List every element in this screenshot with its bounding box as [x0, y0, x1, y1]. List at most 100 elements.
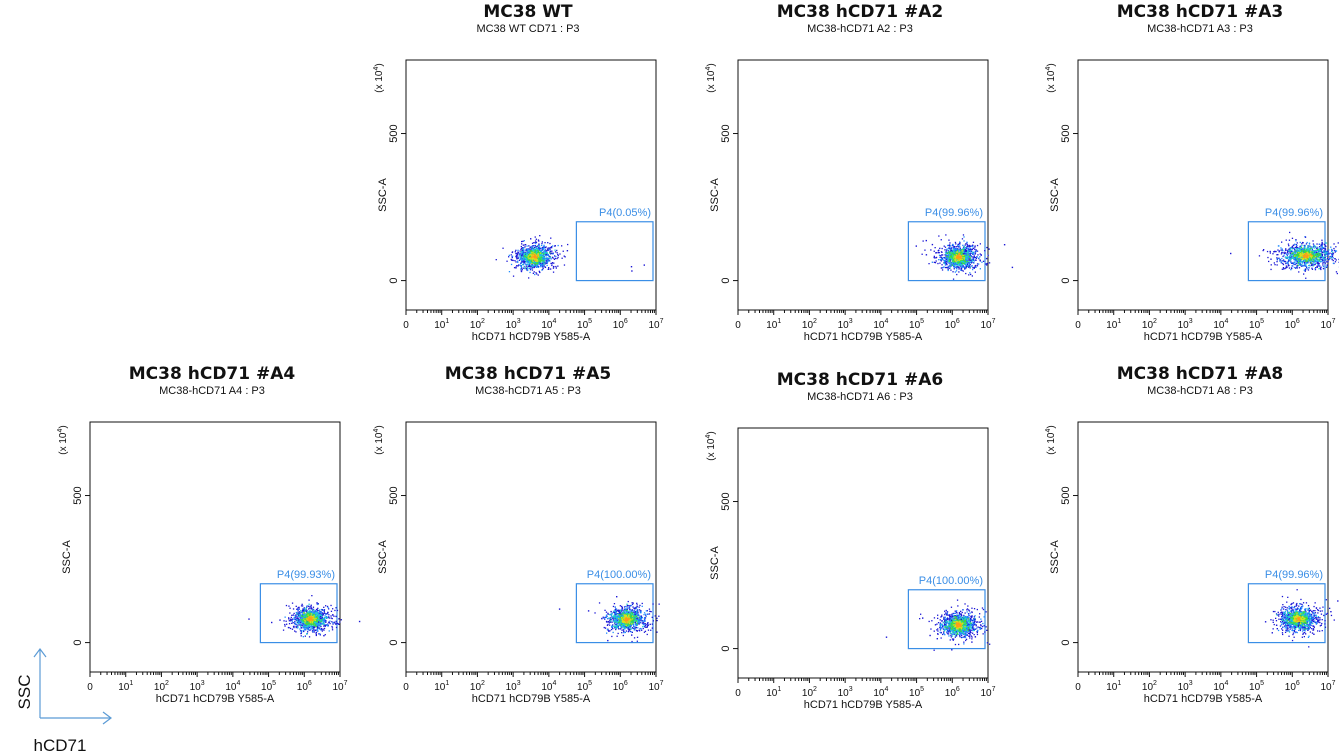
event-dot: [1278, 250, 1280, 252]
event-dot: [531, 264, 534, 266]
event-dot: [964, 264, 967, 266]
event-dot: [1298, 271, 1300, 273]
event-dot: [550, 268, 552, 270]
x-tick-label: 103: [838, 318, 853, 331]
event-dot: [1329, 252, 1331, 254]
event-dot: [1303, 265, 1305, 267]
event-dot: [978, 263, 980, 265]
event-dot: [1287, 263, 1289, 265]
event-dot: [526, 253, 528, 256]
event-dot: [523, 267, 525, 269]
event-dot: [1287, 261, 1289, 263]
event-dot: [546, 261, 548, 263]
event-dot: [315, 633, 317, 636]
event-dot: [1291, 251, 1293, 253]
event-dot: [1292, 252, 1294, 254]
event-dot: [1319, 243, 1321, 245]
event-dot: [533, 256, 535, 258]
event-dot: [1322, 259, 1324, 261]
event-dot: [1293, 266, 1296, 269]
event-dot: [313, 631, 315, 633]
event-dot: [1299, 254, 1301, 257]
event-dot: [939, 262, 941, 264]
event-dot: [304, 635, 306, 637]
event-dot: [529, 250, 531, 252]
event-dot: [531, 257, 533, 259]
event-dot: [951, 257, 953, 259]
event-dot: [955, 246, 958, 248]
event-dot: [530, 265, 532, 268]
event-dot: [1333, 249, 1336, 252]
event-dot: [951, 264, 953, 266]
event-dot: [959, 255, 962, 257]
event-dot: [940, 239, 942, 241]
event-dot: [969, 264, 971, 266]
event-dot: [957, 248, 959, 250]
event-dot: [524, 256, 526, 259]
event-dot: [495, 259, 497, 261]
event-dot: [1319, 260, 1321, 262]
event-dot: [1323, 257, 1325, 260]
event-dot: [318, 633, 320, 635]
event-dot: [514, 251, 516, 253]
event-dot: [958, 271, 960, 273]
event-dot: [1302, 250, 1304, 252]
event-dot: [1316, 243, 1318, 245]
event-dot: [966, 246, 968, 248]
event-dot: [531, 269, 534, 271]
event-dot: [1302, 256, 1305, 258]
event-dot: [548, 247, 550, 249]
event-dot: [949, 259, 951, 261]
event-dot: [1295, 258, 1298, 260]
event-dot: [529, 246, 531, 248]
event-dot: [535, 246, 537, 249]
event-dot: [550, 258, 552, 260]
event-dot: [528, 261, 531, 263]
event-dot: [538, 263, 540, 265]
event-dot: [940, 257, 943, 260]
event-dot: [519, 258, 521, 260]
event-dot: [541, 263, 543, 266]
event-dot: [1285, 257, 1287, 259]
event-dot: [1320, 261, 1322, 263]
event-dot: [1314, 263, 1316, 266]
event-dot: [953, 245, 955, 248]
event-dot: [535, 242, 537, 245]
event-dot: [1302, 257, 1304, 260]
event-dot: [934, 262, 937, 264]
event-dot: [1276, 259, 1278, 261]
event-dot: [305, 611, 307, 613]
event-dot: [306, 606, 308, 608]
event-dot: [530, 251, 532, 253]
event-dot: [320, 625, 322, 628]
event-dot: [533, 251, 535, 253]
event-dot: [1296, 259, 1298, 261]
event-dot: [537, 245, 540, 247]
event-dot: [521, 247, 523, 249]
event-dot: [533, 258, 536, 260]
event-dot: [538, 256, 540, 258]
event-dot: [1319, 246, 1321, 248]
event-dot: [517, 261, 519, 263]
event-dot: [323, 627, 326, 630]
event-dot: [300, 605, 303, 607]
event-dot: [956, 265, 958, 268]
event-dot: [953, 247, 955, 249]
event-dot: [298, 624, 300, 626]
event-dot: [303, 610, 305, 612]
event-dot: [541, 260, 543, 262]
event-dot: [1312, 243, 1315, 245]
event-dot: [537, 254, 539, 256]
event-dot: [1331, 249, 1333, 251]
event-dot: [1285, 266, 1288, 269]
event-dot: [1299, 260, 1302, 262]
event-dot: [1321, 248, 1323, 250]
event-dot: [944, 261, 946, 263]
event-dot: [1324, 250, 1326, 252]
event-dot: [525, 257, 527, 259]
event-dot: [1322, 258, 1324, 260]
event-dot: [1321, 253, 1324, 256]
event-dot: [526, 269, 528, 271]
event-dot: [976, 263, 979, 265]
